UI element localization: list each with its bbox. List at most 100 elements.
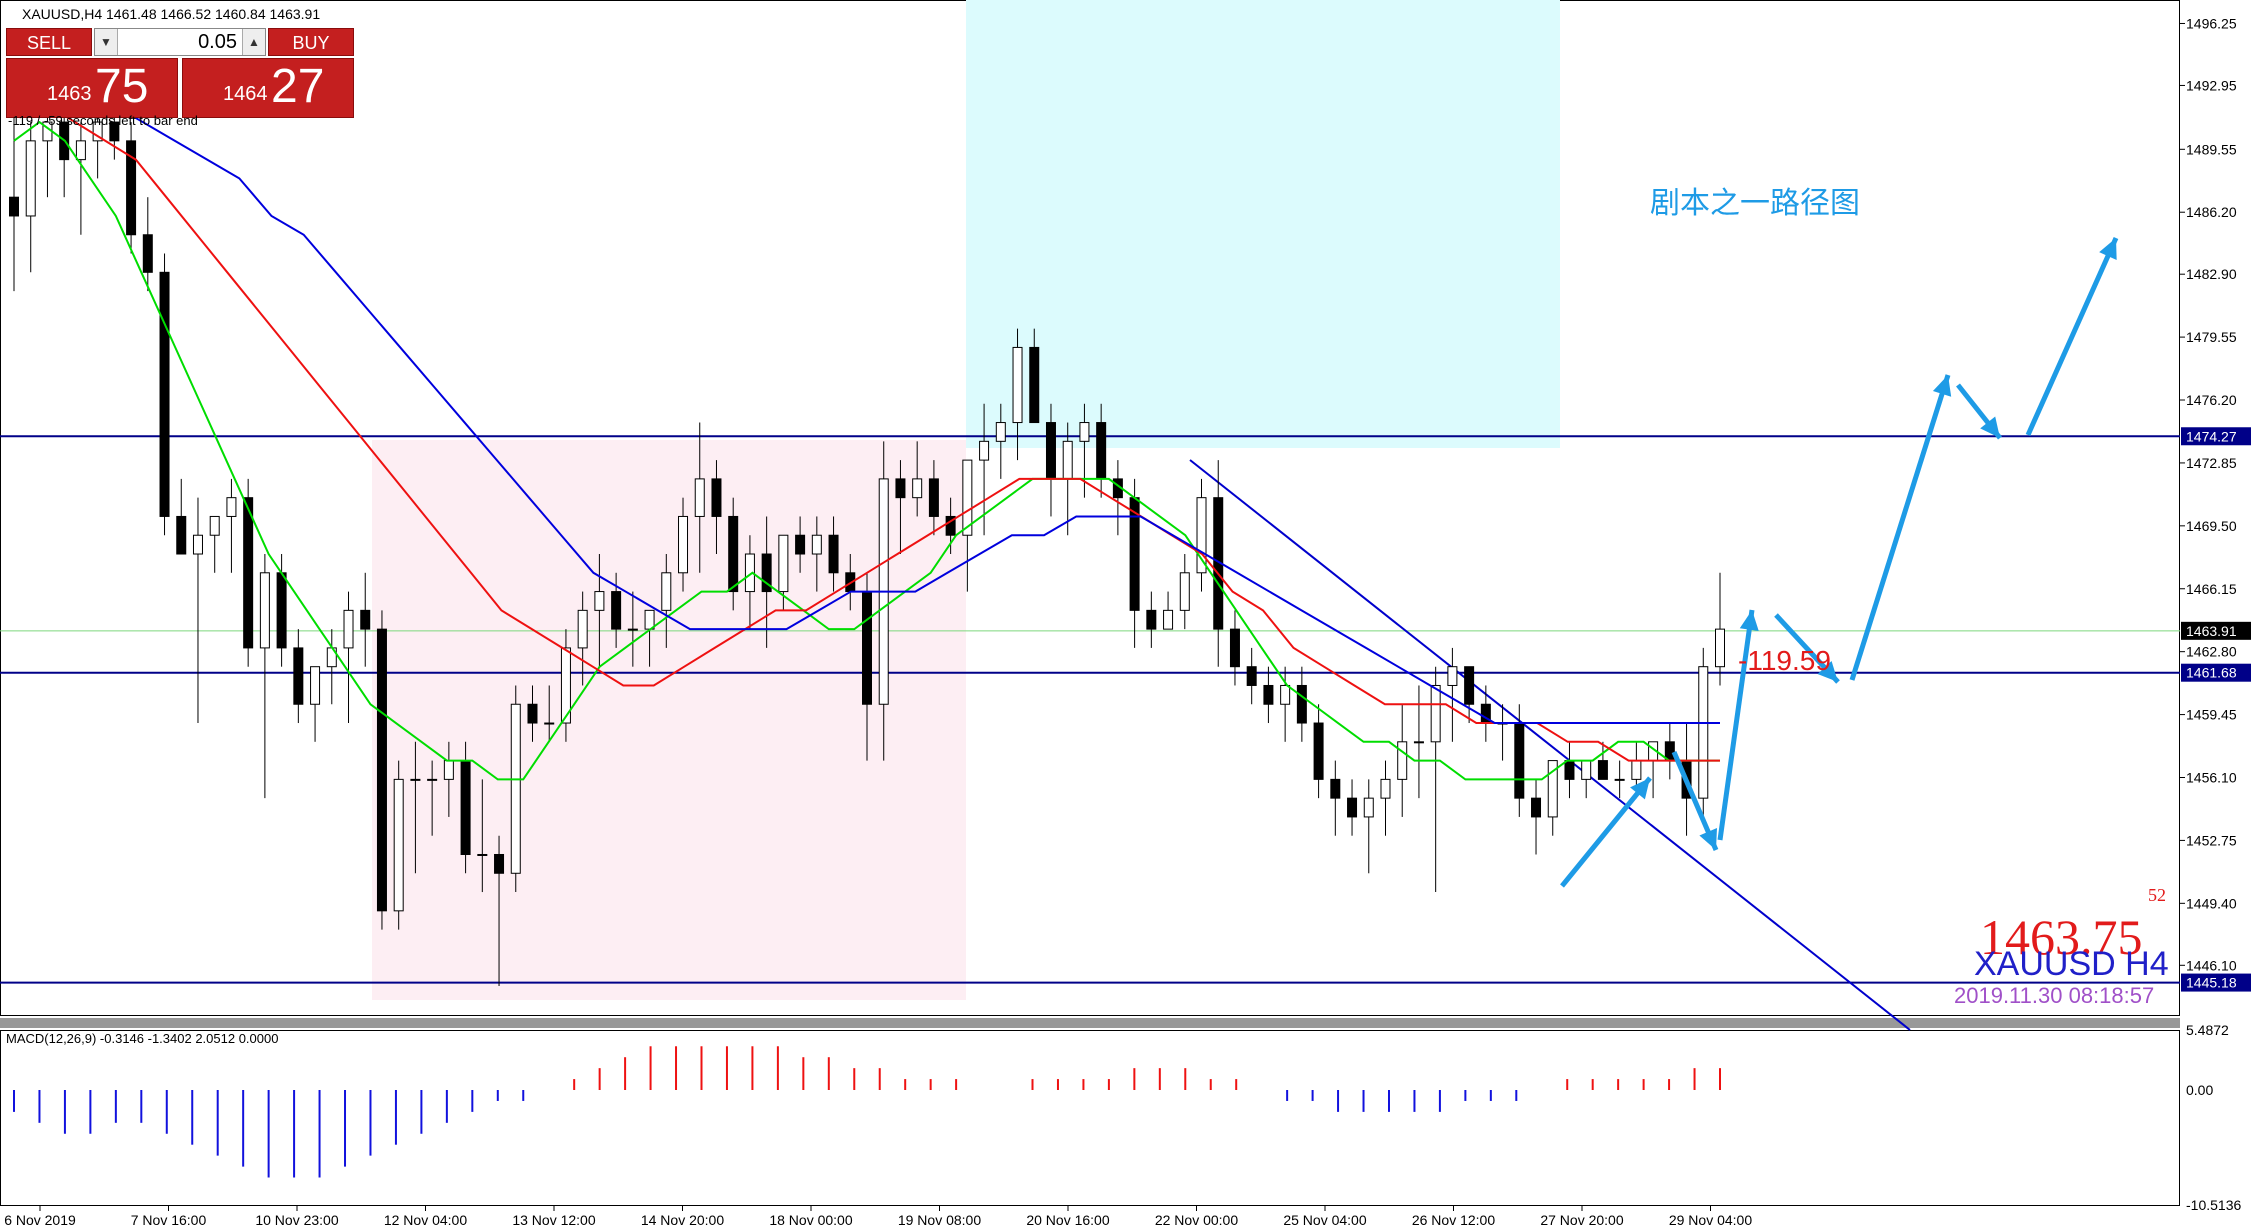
candle (1547, 760, 1558, 818)
candle (1430, 684, 1441, 743)
candle (310, 666, 321, 705)
candle (744, 553, 755, 593)
lot-decrease-icon[interactable]: ▼ (95, 29, 118, 55)
pink-zone (372, 440, 966, 1000)
y-tick-label: 1486.20 (2186, 204, 2237, 220)
y-tick-label: 1449.40 (2186, 895, 2237, 911)
sell-price-button[interactable]: 1463 75 (6, 58, 178, 118)
candle (1229, 628, 1240, 668)
x-tick-label: 27 Nov 20:00 (1540, 1212, 1623, 1228)
candle (1313, 722, 1324, 780)
x-tick-label: 14 Nov 20:00 (641, 1212, 724, 1228)
scenario-arrow (1717, 609, 1755, 841)
candle (1062, 440, 1073, 480)
candle (945, 515, 956, 536)
scenario-arrow (2025, 236, 2119, 437)
cyan-zone (966, 0, 1560, 448)
ma-mid-line (14, 102, 1720, 762)
candle (460, 760, 471, 855)
scenario-arrowhead (1980, 416, 2000, 438)
candle (811, 534, 822, 555)
candle (828, 534, 839, 574)
y-tick-label: 1459.45 (2186, 707, 2237, 723)
candle (995, 422, 1006, 442)
buy-price-button[interactable]: 1464 27 (182, 58, 354, 118)
lot-size-input[interactable]: 0.05 (198, 31, 237, 53)
sell-price-pips: 75 (95, 60, 149, 113)
overlay-symbol: XAUUSD H4 (1974, 945, 2169, 983)
buy-button[interactable]: BUY (268, 28, 354, 56)
scenario-arrow (1560, 776, 1652, 888)
y-tick-label: 1482.90 (2186, 266, 2237, 282)
candle (661, 572, 672, 611)
candle (1012, 346, 1023, 424)
candle (1347, 797, 1358, 818)
candle (427, 778, 438, 781)
bar-countdown: -119 / -59 seconds left to bar end (8, 113, 198, 128)
y-tick-label: 1462.80 (2186, 644, 2237, 660)
candle (209, 515, 220, 536)
candle (1447, 666, 1458, 686)
macd-pane-frame (0, 1030, 2180, 1206)
candle (895, 478, 906, 499)
scenario-arrowhead (1699, 828, 1717, 850)
candle (694, 478, 705, 517)
candle (293, 647, 304, 705)
candle (1631, 760, 1642, 780)
candle (360, 609, 371, 630)
candle (176, 515, 187, 555)
candle (410, 778, 421, 781)
trend-line (1189, 459, 1911, 1031)
overlay-current-price-small: 52 (2148, 885, 2166, 905)
candle (1196, 497, 1207, 574)
candle (560, 647, 571, 724)
candle (109, 121, 120, 142)
level-price-label: 1474.27 (2186, 428, 2237, 444)
scenario-arrowhead (1817, 660, 1838, 682)
lot-size-stepper[interactable]: ▼ 0.05 ▲ (94, 28, 266, 56)
lot-increase-icon[interactable]: ▲ (242, 29, 265, 55)
candle (544, 722, 555, 725)
y-tick-label: 1479.55 (2186, 329, 2237, 345)
x-tick-label: 13 Nov 12:00 (512, 1212, 595, 1228)
macd-tick-label: -10.5136 (2186, 1197, 2241, 1213)
macd-tick-label: 5.4872 (2186, 1022, 2229, 1038)
candle (1397, 741, 1408, 780)
candle (1096, 422, 1107, 480)
candle (577, 609, 588, 649)
sell-button[interactable]: SELL (6, 28, 92, 56)
y-tick-label: 1472.85 (2186, 455, 2237, 471)
candle (159, 271, 170, 517)
y-tick-label: 1492.95 (2186, 77, 2237, 93)
level-price-label: 1461.68 (2186, 665, 2237, 681)
y-tick-label: 1466.15 (2186, 581, 2237, 597)
candle (1296, 684, 1307, 724)
candle (1179, 572, 1190, 611)
scenario-arrowhead (1932, 375, 1952, 397)
y-tick-label: 1452.75 (2186, 832, 2237, 848)
x-tick-label: 12 Nov 04:00 (384, 1212, 467, 1228)
candle (1029, 346, 1040, 424)
candle (343, 609, 354, 649)
candle (1280, 684, 1291, 705)
scenario-arrow (1849, 374, 1951, 681)
current-price-label: 1463.91 (2186, 623, 2237, 639)
candle (1597, 760, 1608, 780)
pane-splitter (0, 1018, 2180, 1028)
candle (594, 591, 605, 611)
candle (1363, 797, 1374, 818)
y-tick-label: 1489.55 (2186, 141, 2237, 157)
candle (761, 553, 772, 593)
candle (477, 853, 488, 856)
candle (1464, 666, 1475, 705)
candle (510, 703, 521, 874)
pips-distance-label: -119.59 (1738, 645, 1831, 676)
candle (142, 234, 153, 273)
candle (778, 534, 789, 593)
candle (1698, 666, 1709, 799)
level-price-tag (2181, 973, 2251, 992)
scenario-arrowhead (1739, 610, 1759, 631)
scenario-arrowhead (1630, 778, 1650, 800)
scenario-arrowhead (2099, 238, 2117, 260)
